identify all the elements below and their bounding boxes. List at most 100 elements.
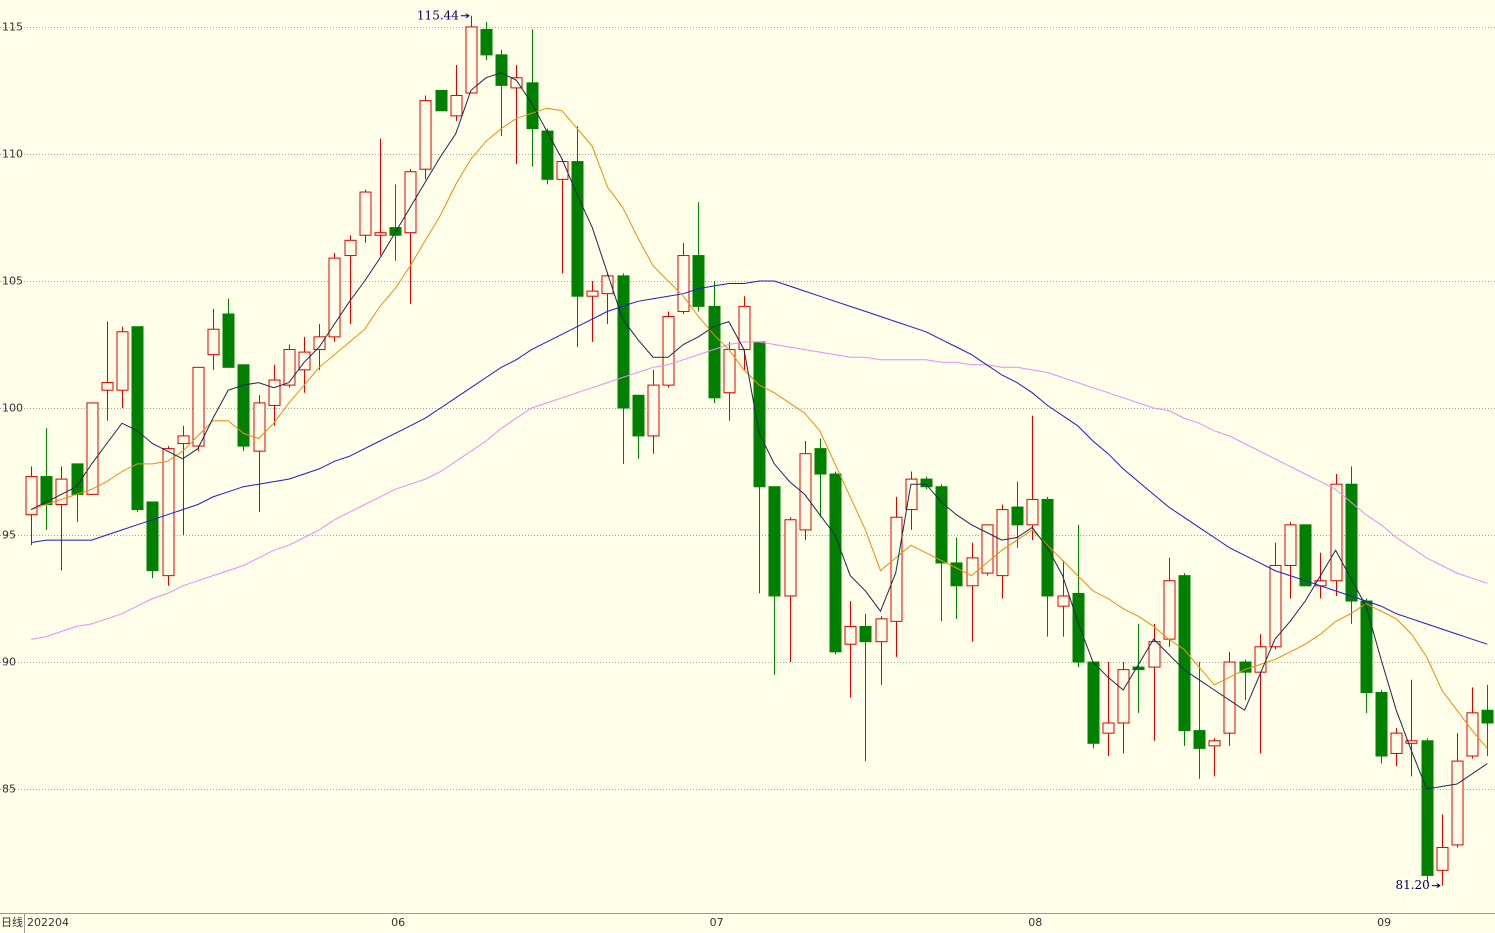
candle-body	[237, 364, 250, 447]
candle-body	[435, 89, 448, 112]
candle-body	[905, 478, 918, 511]
candle-body	[1102, 722, 1115, 734]
candle-body	[617, 275, 630, 409]
candle-body	[799, 453, 812, 531]
candle-body	[328, 257, 341, 338]
candle-body	[844, 625, 857, 645]
candle-body	[162, 448, 175, 577]
candle-body	[359, 191, 372, 236]
candle-body	[1057, 595, 1070, 607]
candle-body	[738, 305, 751, 351]
moving-average-line	[30, 341, 1488, 640]
candle-body	[86, 402, 99, 495]
candle-body	[571, 161, 584, 297]
candle-body	[1087, 661, 1100, 744]
y-tick-label: 95	[2, 529, 16, 542]
candle-body	[1360, 600, 1373, 693]
candle-body	[662, 316, 675, 386]
candle-body	[601, 275, 614, 295]
candle-body	[950, 562, 963, 587]
candle-body	[1405, 740, 1418, 744]
candle-body	[510, 77, 523, 89]
candle-body	[1330, 483, 1343, 582]
candle-body	[692, 255, 705, 307]
period-label: 日线	[1, 915, 23, 929]
candle-body	[677, 255, 690, 312]
candle-body	[1481, 709, 1494, 724]
candle-body	[404, 171, 417, 234]
candle-body	[283, 349, 296, 386]
candle-body	[1451, 760, 1464, 846]
candle-body	[1345, 483, 1358, 602]
candle-body	[222, 313, 235, 368]
candle-body	[1269, 564, 1282, 648]
candle-body	[1284, 524, 1297, 566]
candle-body	[632, 394, 645, 437]
candle-body	[935, 486, 948, 564]
y-tick-label: 85	[2, 783, 16, 796]
candle-body	[298, 351, 311, 371]
candle-body	[374, 232, 387, 236]
candle-body	[419, 100, 432, 170]
x-tick-label: 08	[1028, 916, 1042, 929]
y-tick-label: 110	[2, 148, 23, 161]
extreme-label: 115.44	[417, 8, 459, 22]
extreme-label: 81.20	[1395, 878, 1429, 892]
candle-body	[723, 349, 736, 394]
candle-body	[1223, 661, 1236, 734]
candle-body	[981, 524, 994, 574]
candle-body	[1026, 498, 1039, 526]
candle-body	[784, 519, 797, 597]
candle-body	[313, 336, 326, 351]
x-tick-label: 09	[1377, 916, 1391, 929]
candle-body	[1148, 641, 1161, 668]
candle-body	[101, 382, 114, 391]
candle-body	[875, 618, 888, 643]
y-tick-label: 115	[2, 21, 23, 34]
candle-body	[920, 478, 933, 488]
candle-body	[1254, 646, 1267, 673]
candle-body	[1466, 712, 1479, 757]
candle-body	[1299, 524, 1312, 587]
candle-body	[1208, 740, 1221, 747]
candle-body	[177, 435, 190, 445]
candle-body	[465, 26, 478, 94]
extreme-arrow	[460, 13, 470, 19]
candle-body	[1375, 691, 1388, 757]
candle-body	[450, 95, 463, 117]
y-tick-label: 105	[2, 275, 23, 288]
x-tick-label: 07	[710, 916, 724, 929]
candle-body	[829, 473, 842, 653]
candle-body	[966, 557, 979, 587]
candle-body	[192, 366, 205, 447]
candle-body	[647, 384, 660, 437]
candle-body	[25, 476, 38, 516]
candle-body	[556, 161, 569, 180]
candle-body	[131, 326, 144, 511]
x-tick-label: 202204	[27, 916, 69, 929]
candle-body	[1117, 669, 1130, 724]
y-tick-label: 100	[2, 402, 23, 415]
candle-body	[1072, 592, 1085, 663]
candle-body	[859, 625, 872, 643]
candle-body	[146, 501, 159, 572]
candle-body	[1436, 846, 1449, 871]
moving-average-line	[30, 72, 1488, 790]
candle-body	[708, 305, 721, 399]
y-tick-label: 90	[2, 656, 16, 669]
candle-body	[480, 28, 493, 56]
moving-average-line	[30, 280, 1488, 645]
candle-body	[1193, 730, 1206, 749]
candle-body	[207, 328, 220, 356]
candle-body	[541, 130, 554, 180]
candle-body	[268, 379, 281, 406]
moving-average-line	[30, 107, 1488, 749]
candle-body	[1011, 506, 1024, 526]
candle-body	[253, 402, 266, 452]
candle-body	[495, 54, 508, 86]
candle-body	[1421, 740, 1434, 876]
extreme-arrow	[1431, 883, 1441, 888]
candle-body	[814, 448, 827, 475]
candle-body	[996, 509, 1009, 577]
